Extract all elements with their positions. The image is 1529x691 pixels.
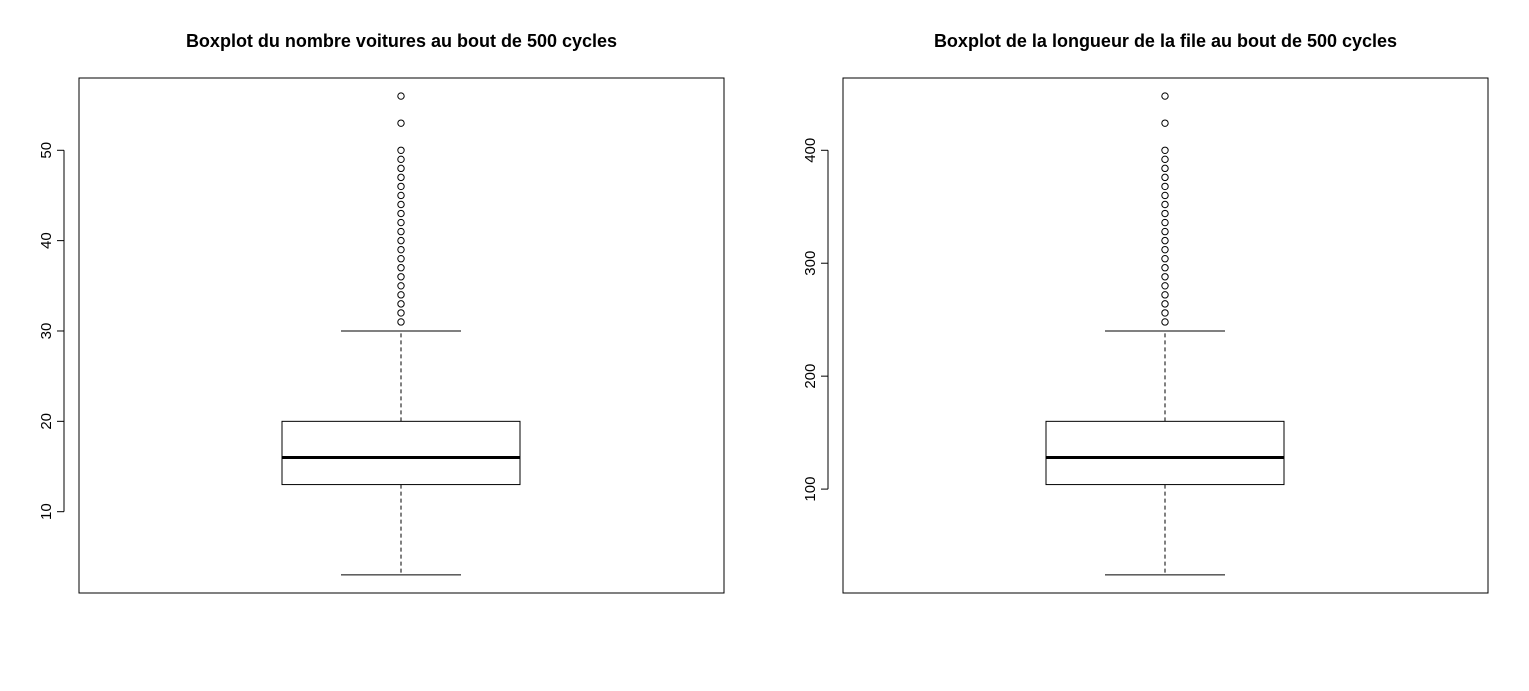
plot-frame: [842, 77, 1489, 594]
iqr-box: [1045, 420, 1285, 486]
outlier-point: [397, 255, 405, 263]
outlier-point: [1161, 309, 1169, 317]
outlier-point: [397, 318, 405, 326]
outlier-point: [397, 92, 405, 100]
y-axis: 10 20 30 40 50: [38, 142, 65, 520]
outlier-point: [1161, 273, 1169, 281]
outlier-point: [1161, 300, 1169, 308]
outlier-point: [397, 236, 405, 245]
outlier-point: [397, 164, 405, 173]
plot-frame: [78, 77, 725, 594]
outlier-point: [1161, 245, 1169, 254]
y-tick-label: 100: [802, 477, 819, 502]
boxplot-panel-cars: Boxplot du nombre voitures au bout de 50…: [38, 31, 725, 594]
outlier-point: [397, 200, 405, 209]
outlier-point: [397, 300, 405, 308]
chart-title: Boxplot de la longueur de la file au bou…: [934, 31, 1397, 51]
outlier-point: [1161, 236, 1169, 245]
y-tick-label: 300: [802, 251, 819, 276]
outlier-point: [397, 218, 405, 227]
outlier-point: [1161, 119, 1169, 127]
outlier-point: [397, 282, 405, 290]
outlier-point: [1161, 218, 1169, 227]
outlier-point: [397, 191, 405, 200]
outlier-point: [1161, 164, 1169, 173]
outlier-point: [1161, 146, 1169, 154]
iqr-box: [281, 420, 521, 486]
outlier-point: [397, 119, 405, 127]
y-tick-label: 10: [38, 503, 55, 520]
outlier-point: [1161, 182, 1169, 191]
outlier-point: [1161, 318, 1169, 326]
outlier-point: [1161, 92, 1169, 100]
outlier-point: [397, 173, 405, 182]
y-tick-label: 20: [38, 413, 55, 430]
y-axis: 100 200 300 400: [802, 138, 829, 502]
outlier-point: [1161, 200, 1169, 209]
chart-title: Boxplot du nombre voitures au bout de 50…: [186, 31, 617, 51]
boxplot-panel-queue-length: Boxplot de la longueur de la file au bou…: [802, 31, 1489, 594]
y-tick-label: 40: [38, 232, 55, 249]
outlier-point: [397, 245, 405, 254]
outlier-point: [397, 273, 405, 281]
outlier-point: [397, 264, 405, 272]
outlier-point: [1161, 255, 1169, 263]
outlier-point: [1161, 282, 1169, 290]
y-tick-label: 400: [802, 138, 819, 163]
outlier-point: [397, 227, 405, 236]
outlier-point: [397, 182, 405, 191]
y-tick-label: 30: [38, 323, 55, 340]
y-tick-label: 200: [802, 364, 819, 389]
outlier-point: [1161, 191, 1169, 200]
outlier-point: [1161, 264, 1169, 272]
outlier-point: [397, 146, 405, 154]
outlier-point: [1161, 173, 1169, 182]
outlier-point: [397, 291, 405, 299]
outlier-point: [1161, 291, 1169, 299]
outlier-point: [397, 309, 405, 317]
outlier-point: [1161, 227, 1169, 236]
y-tick-label: 50: [38, 142, 55, 159]
outlier-point: [397, 209, 405, 218]
outlier-point: [1161, 155, 1169, 164]
outlier-point: [397, 155, 405, 164]
outlier-point: [1161, 209, 1169, 218]
